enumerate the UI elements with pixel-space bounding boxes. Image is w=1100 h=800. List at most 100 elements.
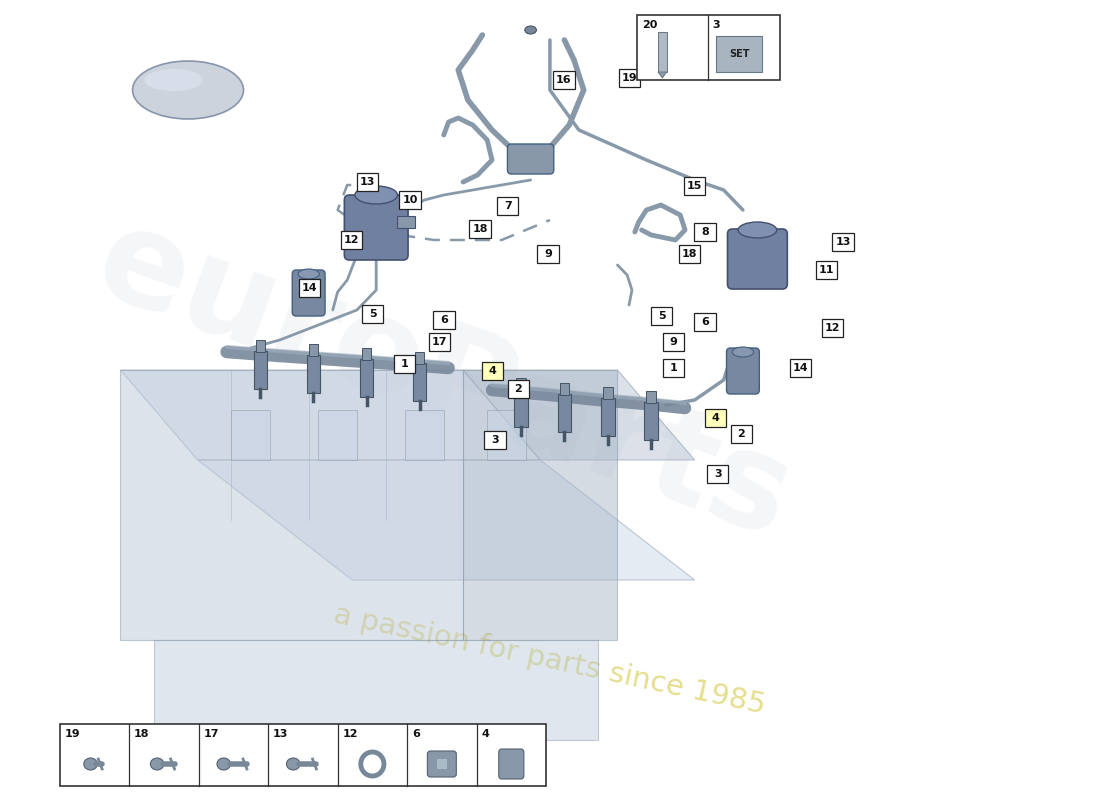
Polygon shape	[463, 370, 617, 640]
Bar	[356, 174, 378, 191]
Bar	[307, 355, 320, 393]
Text: 4: 4	[482, 729, 490, 739]
Text: euroParts: euroParts	[80, 196, 807, 564]
Text: 3: 3	[712, 20, 719, 30]
Bar	[484, 431, 506, 449]
Text: 1: 1	[670, 363, 678, 373]
FancyBboxPatch shape	[726, 348, 759, 394]
Text: 12: 12	[344, 235, 360, 245]
Ellipse shape	[365, 757, 380, 771]
Bar	[637, 15, 780, 80]
Bar	[405, 410, 443, 460]
Bar	[662, 334, 684, 351]
Bar	[231, 410, 271, 460]
FancyBboxPatch shape	[716, 36, 762, 72]
FancyBboxPatch shape	[727, 229, 788, 289]
Bar	[487, 410, 526, 460]
Ellipse shape	[151, 758, 164, 770]
Bar	[619, 69, 640, 86]
FancyBboxPatch shape	[498, 749, 524, 779]
Text: 10: 10	[403, 195, 418, 205]
Ellipse shape	[84, 758, 97, 770]
Text: 17: 17	[204, 729, 219, 739]
Bar	[553, 71, 574, 89]
Text: 8: 8	[701, 227, 710, 237]
Text: 3: 3	[491, 435, 498, 445]
Bar	[437, 759, 447, 769]
Ellipse shape	[525, 26, 537, 34]
Text: 18: 18	[134, 729, 150, 739]
Bar	[508, 380, 529, 398]
Text: 15: 15	[686, 181, 702, 190]
Text: 4: 4	[488, 366, 497, 376]
Bar	[362, 348, 372, 360]
FancyBboxPatch shape	[293, 270, 326, 316]
Ellipse shape	[355, 186, 397, 204]
Ellipse shape	[144, 69, 202, 91]
Text: 20: 20	[642, 20, 658, 30]
Bar	[254, 351, 267, 389]
Bar	[255, 340, 265, 352]
Bar	[514, 389, 528, 427]
Bar	[497, 198, 518, 215]
Text: 2: 2	[515, 384, 522, 394]
Bar	[318, 410, 356, 460]
Text: 13: 13	[835, 237, 850, 246]
Bar	[662, 359, 684, 377]
Bar	[412, 363, 427, 401]
Bar	[482, 362, 504, 380]
Bar	[59, 724, 546, 786]
Bar	[603, 387, 613, 399]
Text: a passion for parts since 1985: a passion for parts since 1985	[331, 601, 769, 719]
Bar	[516, 378, 526, 390]
Bar	[394, 355, 416, 373]
Bar	[694, 223, 716, 241]
Text: 19: 19	[65, 729, 80, 739]
Bar	[601, 398, 615, 436]
Text: 5: 5	[658, 311, 666, 321]
Text: 13: 13	[360, 178, 375, 187]
Ellipse shape	[298, 269, 319, 279]
Ellipse shape	[733, 347, 754, 357]
Text: 14: 14	[301, 283, 317, 293]
Text: SET: SET	[729, 49, 749, 59]
Text: 5: 5	[368, 310, 376, 319]
Text: 4: 4	[712, 414, 719, 423]
Bar	[298, 279, 320, 297]
Text: 3: 3	[714, 469, 722, 478]
Bar	[341, 231, 362, 249]
Text: 7: 7	[504, 202, 512, 211]
Bar	[822, 319, 843, 337]
Text: 18: 18	[681, 250, 697, 259]
Bar	[815, 262, 837, 279]
Polygon shape	[198, 460, 695, 580]
Ellipse shape	[132, 61, 243, 119]
Bar	[658, 32, 667, 72]
Text: 2: 2	[737, 429, 745, 438]
Text: 6: 6	[440, 315, 448, 325]
Text: 6: 6	[411, 729, 420, 739]
Text: 12: 12	[342, 729, 358, 739]
Bar	[399, 191, 420, 209]
Text: 6: 6	[701, 317, 710, 326]
FancyBboxPatch shape	[344, 195, 408, 260]
Text: 12: 12	[825, 323, 840, 333]
Polygon shape	[658, 72, 667, 78]
Bar	[470, 220, 491, 238]
Text: 1: 1	[400, 359, 408, 369]
FancyBboxPatch shape	[507, 144, 553, 174]
Bar	[790, 359, 812, 377]
Ellipse shape	[738, 222, 777, 238]
Bar	[730, 425, 751, 442]
Text: 18: 18	[472, 224, 487, 234]
Bar	[360, 359, 373, 397]
Bar	[705, 410, 726, 427]
Text: 19: 19	[621, 73, 638, 82]
Text: 13: 13	[273, 729, 288, 739]
Bar	[707, 465, 728, 482]
Bar	[362, 306, 384, 323]
Text: 14: 14	[793, 363, 808, 373]
Ellipse shape	[217, 758, 231, 770]
Bar	[684, 177, 705, 194]
Bar	[429, 334, 450, 351]
